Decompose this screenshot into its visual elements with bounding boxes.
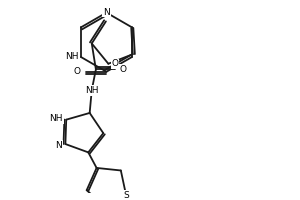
Text: O: O xyxy=(112,59,118,68)
Text: NH: NH xyxy=(50,114,63,123)
Text: O: O xyxy=(74,67,80,76)
Text: NH: NH xyxy=(85,86,98,95)
Text: N: N xyxy=(56,141,62,150)
Text: O: O xyxy=(120,65,127,74)
Text: NH: NH xyxy=(65,52,79,61)
Text: S: S xyxy=(123,191,129,200)
Text: N: N xyxy=(103,8,110,17)
